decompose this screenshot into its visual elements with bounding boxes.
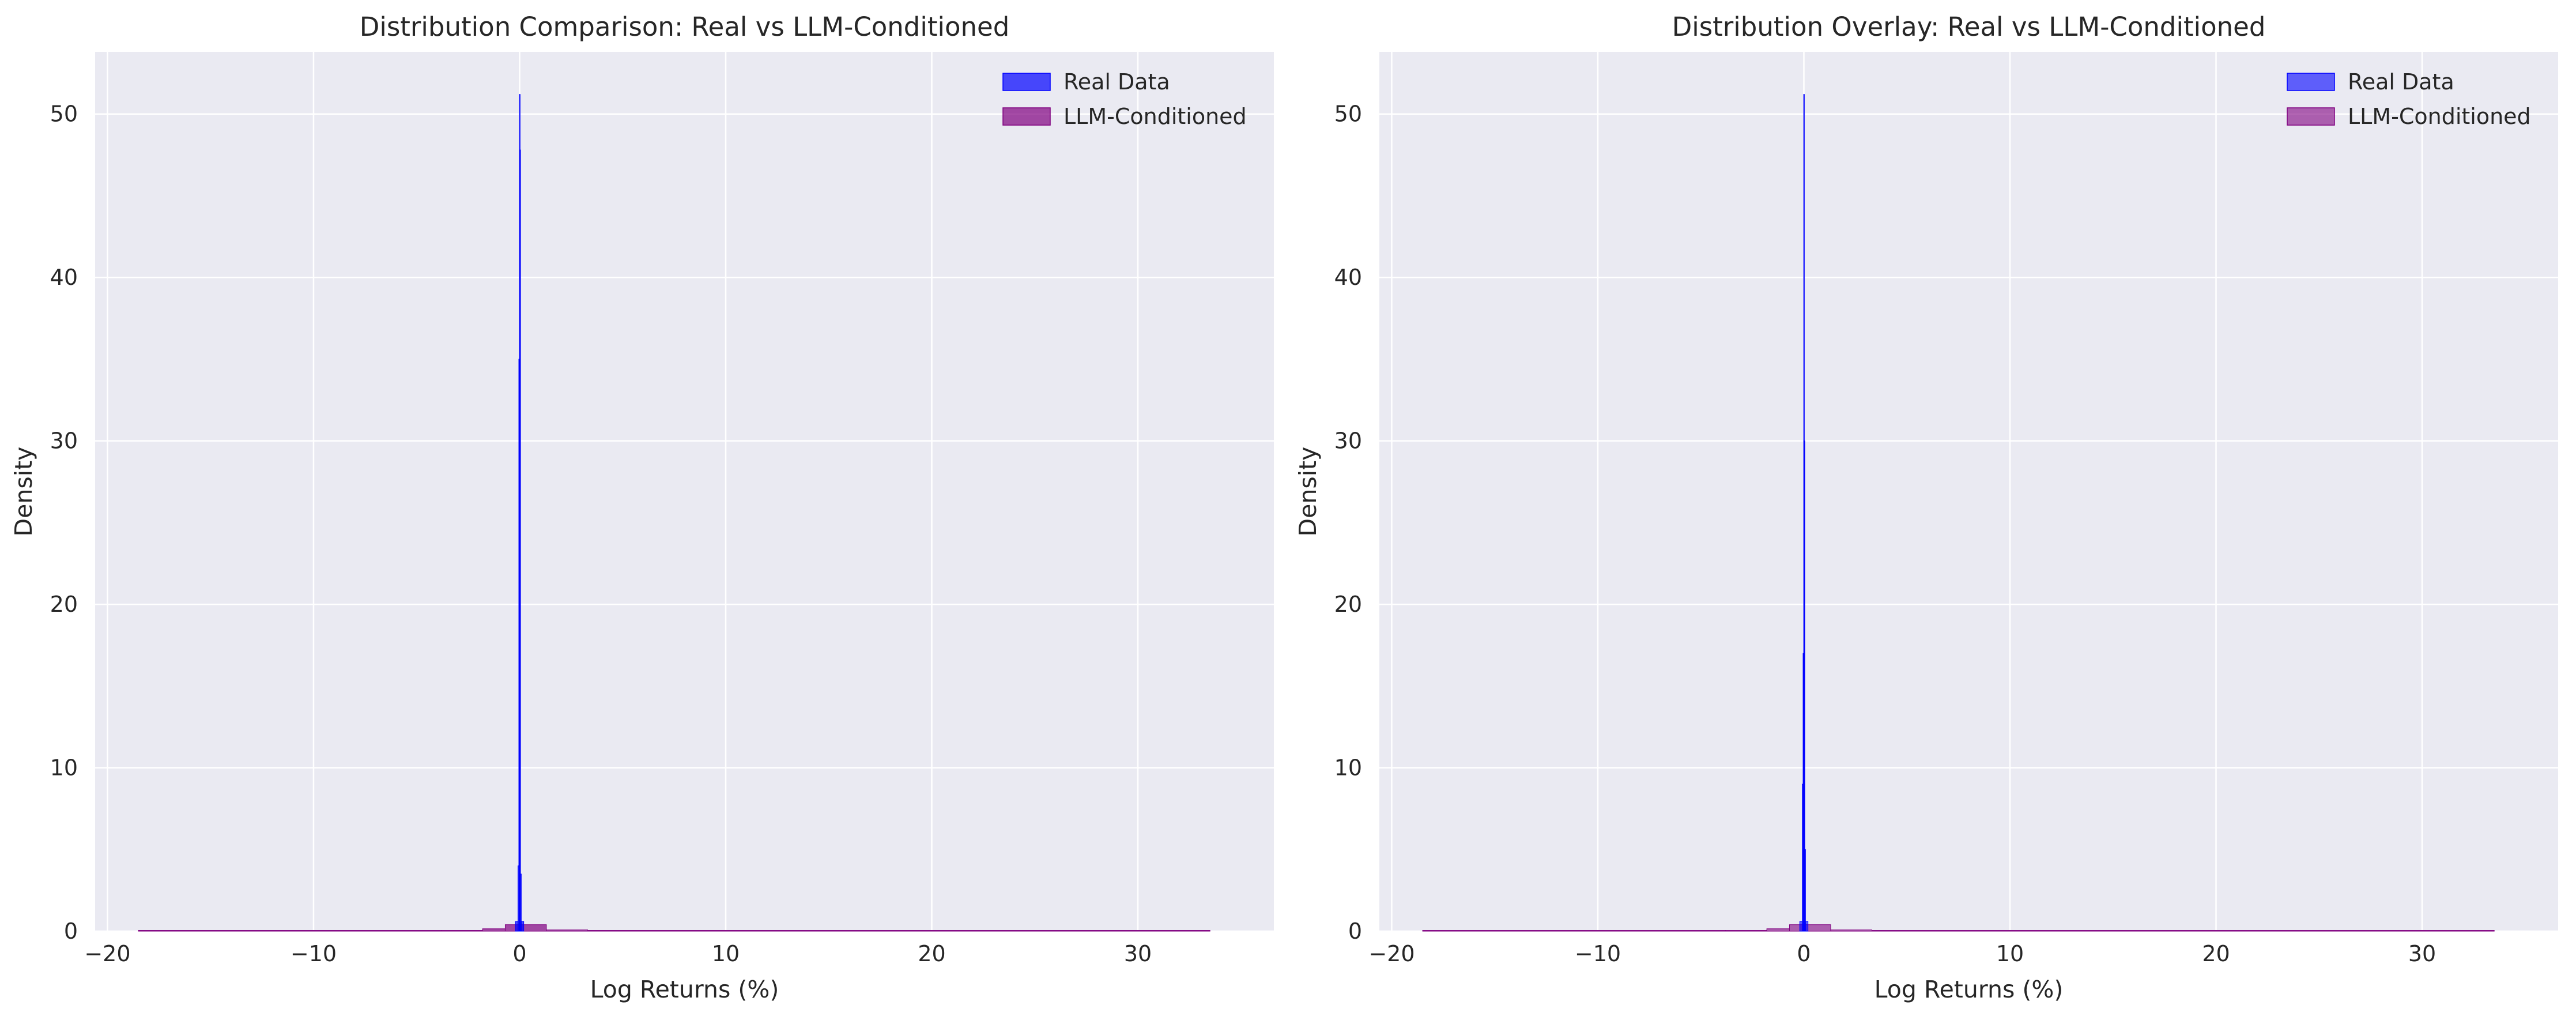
x-tick-label: −10 xyxy=(291,941,337,966)
y-tick-label: 10 xyxy=(1334,755,1362,781)
y-tick-label: 10 xyxy=(50,755,78,781)
legend: Real Data LLM-Conditioned xyxy=(2287,69,2531,129)
y-axis-label: Density xyxy=(10,447,37,537)
y-tick-label: 40 xyxy=(50,265,78,290)
histogram-bar xyxy=(441,930,483,932)
legend-label: LLM-Conditioned xyxy=(1063,104,1247,129)
x-axis-label: Log Returns (%) xyxy=(590,976,779,1003)
legend-swatch xyxy=(1002,73,1051,91)
histogram-bar xyxy=(1799,921,1803,932)
x-tick-label: 0 xyxy=(1797,941,1811,966)
histogram-bar xyxy=(515,921,519,932)
chart-title: Distribution Comparison: Real vs LLM-Con… xyxy=(360,12,1010,42)
legend-label: LLM-Conditioned xyxy=(2348,104,2531,129)
x-tick-label: 30 xyxy=(2408,941,2436,966)
legend-label: Real Data xyxy=(2348,69,2454,95)
histogram-bar xyxy=(587,930,1210,932)
y-tick-label: 0 xyxy=(1348,919,1362,944)
y-tick-label: 50 xyxy=(50,101,78,127)
histogram-bar xyxy=(482,928,506,932)
legend-swatch xyxy=(1002,107,1051,126)
histogram-bar xyxy=(521,921,525,932)
x-tick-label: 10 xyxy=(712,941,740,966)
histogram-bar xyxy=(1789,924,1831,932)
chart-left: −20 −10 0 10 20 30 0 10 20 30 40 50 Distribution Com… xyxy=(10,12,1274,1003)
y-tick-label: 30 xyxy=(50,428,78,454)
y-axis-label: Density xyxy=(1294,447,1322,537)
legend-label: Real Data xyxy=(1063,69,1170,95)
x-tick-label: 30 xyxy=(1124,941,1152,966)
histogram-bar xyxy=(1422,930,1726,932)
histogram-bar xyxy=(546,929,588,932)
x-tick-label: 20 xyxy=(918,941,945,966)
histogram-bar xyxy=(519,149,521,932)
histogram-bar xyxy=(138,930,442,932)
x-tick-label: 0 xyxy=(512,941,526,966)
x-tick-label: 20 xyxy=(2202,941,2230,966)
histogram-bar xyxy=(1766,928,1790,932)
x-tick-label: −20 xyxy=(84,941,130,966)
y-tick-label: 30 xyxy=(1334,428,1362,454)
plot-area xyxy=(95,52,1274,931)
histogram-bar xyxy=(504,924,547,932)
x-axis-label: Log Returns (%) xyxy=(1875,976,2064,1003)
chart-right: −20 −10 0 10 20 30 0 10 20 30 40 50 Distribution Ove… xyxy=(1294,12,2558,1003)
chart-title: Distribution Overlay: Real vs LLM-Condit… xyxy=(1672,12,2266,42)
legend-swatch xyxy=(2287,107,2335,126)
plot-area xyxy=(1379,52,2558,931)
histogram-bar xyxy=(1805,921,1809,932)
y-tick-label: 40 xyxy=(1334,265,1362,290)
legend-swatch xyxy=(2287,73,2335,91)
legend: Real Data LLM-Conditioned xyxy=(1002,69,1247,129)
histogram-bar xyxy=(1830,929,1872,932)
y-tick-label: 50 xyxy=(1334,101,1362,127)
histogram-bar xyxy=(1871,930,2495,932)
y-tick-label: 20 xyxy=(50,592,78,617)
series-llm-conditioned xyxy=(1422,924,2495,932)
y-tick-label: 20 xyxy=(1334,592,1362,617)
series-llm-conditioned xyxy=(138,924,1210,932)
x-tick-label: −20 xyxy=(1368,941,1415,966)
series-real-data xyxy=(515,94,525,932)
histogram-bar xyxy=(1725,930,1767,932)
x-tick-label: −10 xyxy=(1575,941,1621,966)
series-real-data xyxy=(1799,94,1809,932)
x-tick-label: 10 xyxy=(1996,941,2024,966)
y-tick-label: 0 xyxy=(64,919,78,944)
